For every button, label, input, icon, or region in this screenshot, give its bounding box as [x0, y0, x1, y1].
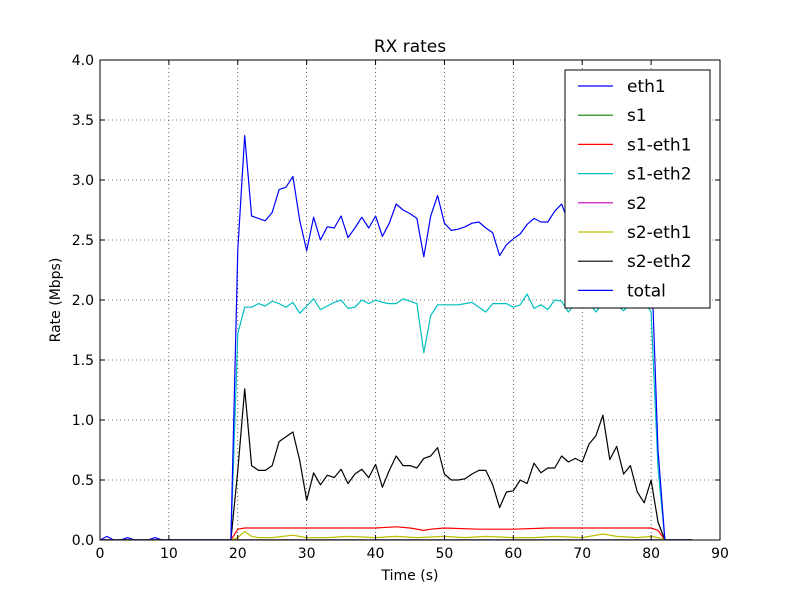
axis-ticks: 0 10 20 30 40 50 60 70 80 90 0.0 0.5 1.0 1.5 2.0 2.5 3.0…	[72, 53, 729, 562]
x-tick-label: 90	[711, 546, 729, 562]
chart-title: RX rates	[374, 37, 446, 57]
y-tick-label: 1.0	[72, 413, 94, 429]
legend-label-s2-eth1: s2-eth1	[627, 223, 692, 243]
legend-label-total: total	[627, 281, 666, 301]
y-axis-label: Rate (Mbps)	[48, 258, 64, 343]
series-line-s1-eth2	[100, 293, 693, 540]
x-tick-label: 60	[504, 546, 522, 562]
legend-label-s1-eth2: s1-eth2	[627, 165, 692, 185]
legend-label-s1: s1	[627, 106, 647, 126]
y-tick-label: 2.0	[72, 293, 94, 309]
y-tick-label: 2.5	[72, 233, 94, 249]
y-tick-label: 4.0	[72, 53, 94, 69]
y-tick-label: 1.5	[72, 353, 94, 369]
series-line-s1-eth1	[100, 526, 693, 540]
y-tick-label: 3.0	[72, 173, 94, 189]
legend-label-s2-eth2: s2-eth2	[627, 252, 692, 272]
x-tick-label: 70	[573, 546, 591, 562]
legend-label-s2: s2	[627, 194, 647, 214]
series-line-s2-eth2	[100, 388, 693, 540]
x-tick-label: 20	[229, 546, 247, 562]
legend: eth1 s1 s1-eth1 s1-eth2 s2 s2-eth1 s2-eth2 tota…	[564, 69, 711, 309]
y-tick-label: 3.5	[72, 113, 94, 129]
legend-label-s1-eth1: s1-eth1	[627, 135, 692, 155]
legend-frame	[564, 69, 711, 309]
x-tick-label: 0	[96, 546, 105, 562]
y-tick-label: 0.0	[72, 533, 94, 549]
x-tick-label: 80	[642, 546, 660, 562]
series-line-s2-eth1	[100, 530, 693, 540]
y-tick-label: 0.5	[72, 473, 94, 489]
x-tick-label: 10	[160, 546, 178, 562]
legend-label-eth1: eth1	[627, 77, 666, 97]
x-axis-label: Time (s)	[381, 568, 439, 584]
x-tick-label: 50	[436, 546, 454, 562]
x-tick-label: 40	[367, 546, 385, 562]
x-tick-label: 30	[298, 546, 316, 562]
